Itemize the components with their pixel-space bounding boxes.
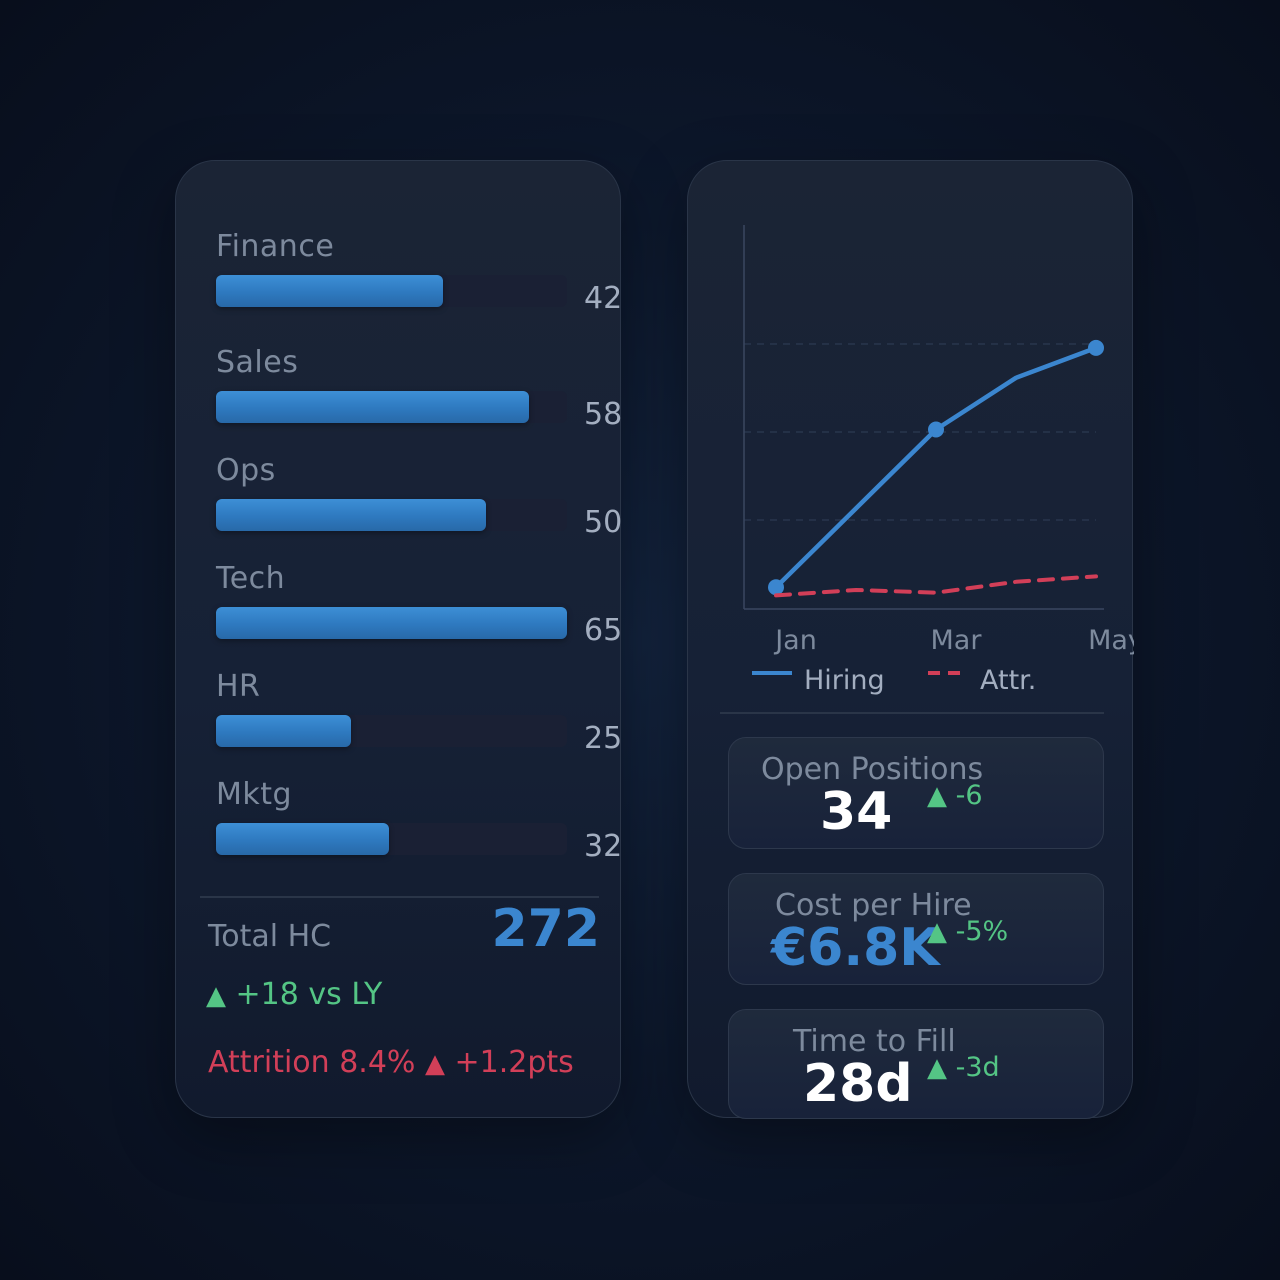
total-headcount-value: 272 [491,899,600,959]
up-arrow-icon: ▲ [424,1049,445,1079]
bar-track [216,607,567,639]
department-label: Mktg [216,777,293,812]
kpi-label: Time to Fill [793,1024,956,1059]
kpi-delta-text: -5% [955,916,1009,947]
bar-track [216,275,567,307]
data-point [1088,339,1104,356]
kpi-delta: ▲ -3d [927,1052,1000,1083]
attrition-rate: Attrition 8.4% ▲ +1.2pts [208,1045,574,1080]
up-arrow-icon: ▲ [927,917,947,947]
bar-track [216,499,567,531]
hiring-attrition-line-chart: Jan Mar May Hiring Attr. [743,225,1134,696]
kpi-delta: ▲ -5% [927,916,1008,947]
kpi-value: 34 [820,782,893,842]
attrition-delta-text: +1.2pts [454,1045,574,1080]
bar-fill [216,823,389,855]
department-label: Ops [216,453,276,488]
department-value: 65 [584,613,623,648]
kpi-value: €6.8K [771,918,940,978]
up-arrow-icon: ▲ [206,981,226,1011]
bar-fill [216,607,567,639]
bar-fill [216,275,443,307]
panel-divider [200,896,599,898]
department-value: 50 [584,505,623,540]
total-headcount-label: Total HC [208,919,332,954]
kpi-delta-text: -3d [955,1052,1000,1083]
kpi-value: 28d [803,1054,913,1114]
legend-label-hiring: Hiring [804,665,885,696]
department-value: 25 [584,721,623,756]
kpi-label: Open Positions [761,752,984,787]
kpi-delta: ▲ -6 [927,780,983,811]
department-label: Sales [216,345,299,380]
headcount-panel: Finance 42 Sales 58 Ops 50 Tech 65 HR 25 Mktg 32 To… [175,160,623,1118]
bar-track [216,715,567,747]
trend-kpi-panel: Jan Mar May Hiring Attr. Open Positions 34 ▲… [687,160,1134,1119]
yoy-change-text: +18 vs LY [235,977,383,1012]
bar-fill [216,715,351,747]
kpi-label: Cost per Hire [775,888,972,923]
data-point [768,579,784,596]
department-value: 58 [584,397,623,432]
panel-divider [720,712,1104,714]
up-arrow-icon: ▲ [927,781,947,811]
bar-fill [216,499,486,531]
department-label: Finance [216,229,335,264]
data-point [928,421,944,438]
legend-label-attrition: Attr. [980,665,1036,696]
x-tick-label: May [1088,625,1134,656]
bar-track [216,391,567,423]
bar-fill [216,391,529,423]
up-arrow-icon: ▲ [927,1053,947,1083]
series-line-attr [774,574,1098,598]
x-tick-label: Mar [931,625,983,656]
bar-track [216,823,567,855]
department-label: Tech [216,561,286,596]
kpi-delta-text: -6 [955,780,983,811]
series-line-hiring [773,345,1099,590]
kpi-card-cost-per-hire: Cost per Hire €6.8K ▲ -5% [728,873,1104,985]
kpi-card-open-positions: Open Positions 34 ▲ -6 [728,737,1104,849]
department-value: 42 [584,281,623,316]
kpi-card-time-to-fill: Time to Fill 28d ▲ -3d [728,1009,1104,1119]
x-tick-label: Jan [773,625,817,656]
yoy-change: ▲ +18 vs LY [206,977,382,1012]
attrition-rate-text: Attrition 8.4% [208,1045,416,1080]
department-label: HR [216,669,261,704]
department-value: 32 [584,829,623,864]
